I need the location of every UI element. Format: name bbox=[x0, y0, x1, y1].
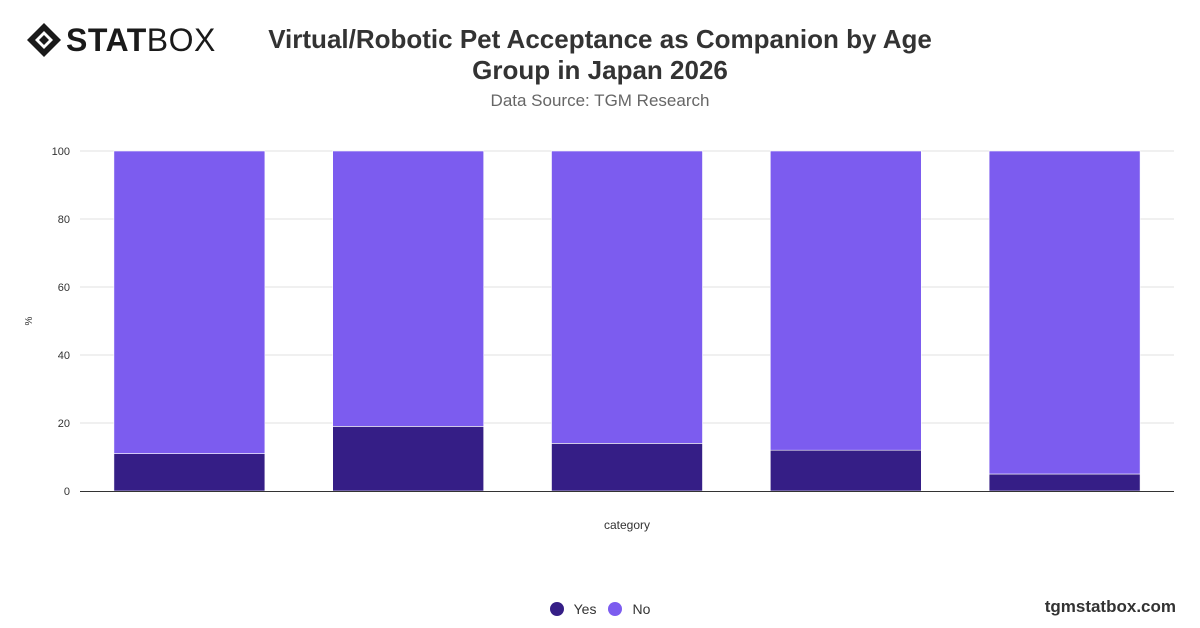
legend-marker-yes bbox=[549, 602, 564, 616]
bar-no-4[interactable] bbox=[769, 150, 922, 451]
y-axis-label: % bbox=[24, 316, 35, 325]
chart-title-line1: Virtual/Robotic Pet Acceptance as Compan… bbox=[268, 24, 932, 54]
y-tick-label: 100 bbox=[52, 146, 70, 158]
bars bbox=[113, 150, 1141, 492]
legend-marker-no bbox=[608, 602, 623, 616]
y-tick-label: 80 bbox=[58, 214, 70, 226]
legend-item-no[interactable]: No bbox=[608, 601, 650, 617]
y-tick-label: 20 bbox=[58, 418, 70, 430]
logo-wordmark: STATBOX bbox=[66, 22, 216, 58]
bar-yes-2[interactable] bbox=[332, 426, 485, 492]
y-tick-label: 40 bbox=[58, 350, 70, 362]
y-tick-label: 0 bbox=[64, 486, 70, 498]
bar-no-1[interactable] bbox=[113, 150, 266, 454]
bar-no-2[interactable] bbox=[332, 150, 485, 427]
chart-title-line2: Group in Japan 2026 bbox=[472, 55, 728, 85]
y-tick-label: 60 bbox=[58, 282, 70, 294]
bar-yes-4[interactable] bbox=[769, 449, 922, 492]
y-tick-labels: 0 20 40 60 80 100 bbox=[52, 146, 70, 498]
footer-website-link[interactable]: tgmstatbox.com bbox=[1044, 597, 1176, 616]
bar-no-3[interactable] bbox=[551, 150, 703, 444]
statbox-logo: STATBOX bbox=[26, 22, 216, 58]
x-axis-label: category bbox=[604, 518, 650, 532]
bar-yes-3[interactable] bbox=[551, 443, 703, 492]
diamond-logo-icon bbox=[27, 23, 61, 57]
bar-yes-5[interactable] bbox=[988, 473, 1141, 492]
bar-no-5[interactable] bbox=[988, 150, 1141, 475]
logo-text-light: BOX bbox=[146, 22, 216, 58]
bar-yes-1[interactable] bbox=[113, 453, 266, 492]
legend-label-yes: Yes bbox=[573, 601, 597, 617]
legend-label-no: No bbox=[632, 601, 651, 617]
chart-subtitle: Data Source: TGM Research bbox=[490, 91, 710, 110]
legend-item-yes[interactable]: Yes bbox=[549, 601, 597, 617]
chart-legend: Yes No bbox=[0, 601, 1200, 617]
logo-text-bold: STAT bbox=[66, 22, 147, 58]
chart-title: Virtual/Robotic Pet Acceptance as Compan… bbox=[250, 24, 950, 86]
